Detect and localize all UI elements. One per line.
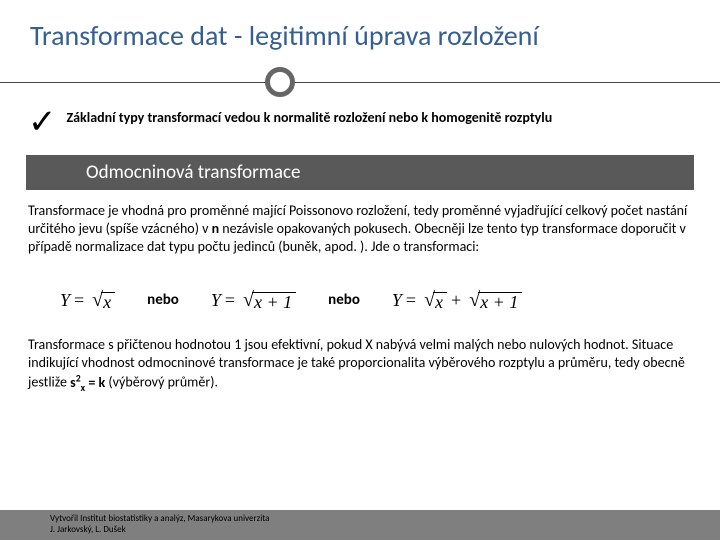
formula-row: Y= x nebo Y= x + 1 nebo Y= x + x + 1	[0, 275, 720, 336]
formula-3: Y= x + x + 1	[392, 289, 522, 312]
separator-2: nebo	[328, 291, 360, 309]
paragraph-2: Transformace s přičtenou hodnotou 1 jsou…	[0, 336, 720, 395]
paragraph-1: Transformace je vhodná pro proměnné mají…	[0, 202, 720, 257]
divider	[0, 65, 720, 99]
check-icon: ✓	[28, 105, 57, 139]
circle-decoration	[265, 67, 295, 97]
formula-1: Y= x	[60, 289, 115, 312]
section-band: Odmocninová transformace	[26, 155, 694, 190]
formula-2: Y= x + 1	[211, 289, 296, 312]
footer-bar: Vytvořil Institut biostatistiky a analýz…	[0, 510, 720, 540]
summary-text: Základní typy transformací vedou k norma…	[67, 109, 553, 127]
footer-text: Vytvořil Institut biostatistiky a analýz…	[50, 514, 270, 536]
separator-1: nebo	[147, 291, 179, 309]
page-title: Transformace dat - legitimní úprava rozl…	[0, 0, 720, 65]
